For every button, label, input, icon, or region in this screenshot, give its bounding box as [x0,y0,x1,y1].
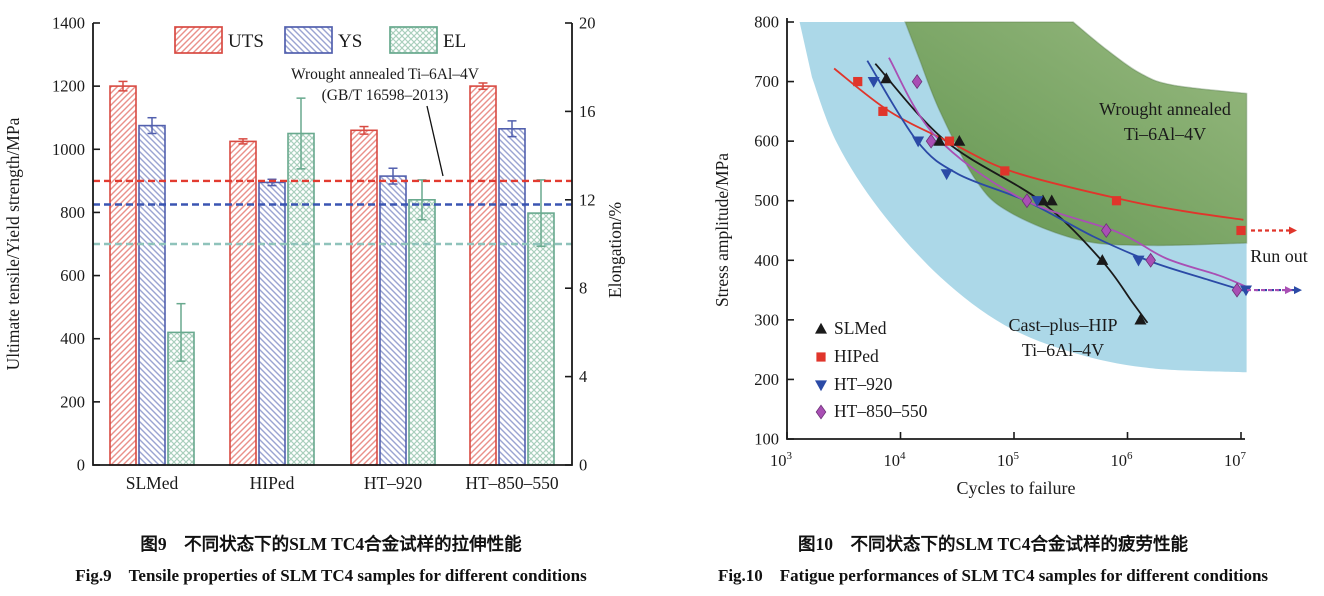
right-axis-tick: 20 [579,14,596,33]
category-label: HIPed [250,473,295,493]
legend-label: YS [338,31,362,52]
bar-uts-hiped [229,140,257,466]
wrought-annealed-band-label: Wrought annealed Ti–6Al–4V [1099,99,1231,144]
category-label: HT–920 [364,473,423,493]
bar-uts-ht–850–550 [469,85,497,466]
annotation-pointer-line [426,105,444,177]
band-label: Cast–plus–HIP [1008,315,1117,335]
bar-ys-hiped [258,181,286,466]
left-axis-tick: 1400 [52,14,85,33]
right-axis-title: Elongation/% [605,202,625,298]
category-label: HT–850–550 [465,473,559,493]
runout-markers: Run out [1231,225,1308,298]
legend-label: HIPed [834,346,879,366]
legend-label: EL [443,31,466,52]
right-axis-tick: 12 [579,190,596,209]
bars-group [109,80,555,466]
annotation-line2: (GB/T 16598–2013) [322,87,449,104]
wrought-annealed-band [904,21,1248,247]
annotation-line1: Wrought annealed Ti–6Al–4V [291,66,480,83]
band-label: Wrought annealed [1099,99,1231,119]
x-axis-tick: 105 [997,450,1020,470]
left-axis-tick: 200 [60,392,85,411]
y-axis-title: Stress amplitude/MPa [712,153,732,307]
legend: UTS YS EL [174,26,466,54]
error-bar [118,80,128,92]
annotation: Wrought annealed Ti–6Al–4V (GB/T 16598–20… [291,66,480,177]
error-bar [147,116,157,135]
right-axis-tick: 4 [579,367,587,386]
error-bar [359,125,369,135]
left-axis-tick: 400 [60,329,85,348]
legend-label: SLMed [834,318,887,338]
tensile-bar-chart: 0 200 400 600 800 1000 1200 1400 0 4 8 12 16 20 SLMed H… [3,14,625,494]
bar-ys-ht–920 [379,175,407,466]
y-axis-tick: 200 [754,370,779,389]
y-axis-tick: 800 [754,13,779,32]
band-label: Ti–6Al–4V [1022,340,1104,360]
x-axis-tick: 103 [770,450,793,470]
bar-ys-slmed [138,124,166,466]
legend-swatch-EL [389,26,438,54]
scatter-bands: Cast–plus–HIP Ti–6Al–4V Wrought annealed Ti… [799,21,1248,373]
series-HIPed [853,76,1122,206]
trend-HIPed [833,67,1244,221]
error-bar [478,82,488,91]
legend-label: UTS [228,31,264,52]
legend: SLMed HIPed HT–920 HT–850–550 [815,318,928,421]
band-label: Ti–6Al–4V [1124,124,1206,144]
reference-lines [93,179,572,246]
legend-label: HT–920 [834,374,893,394]
legend-label: HT–850–550 [834,401,928,421]
bar-ys-ht–850–550 [498,128,526,466]
legend-swatch-UTS [174,26,223,54]
x-axis-tick: 107 [1224,450,1247,470]
figure10-panel: Cast–plus–HIP Ti–6Al–4V Wrought annealed Ti… [662,0,1324,596]
figure9-caption-en: Fig.9 Tensile properties of SLM TC4 samp… [75,566,587,585]
left-axis-tick: 600 [60,266,85,285]
error-bar [296,97,306,170]
x-axis-tick: 104 [884,450,907,470]
axes: 0 200 400 600 800 1000 1200 1400 0 4 8 12 16 20 SLMed H… [3,14,625,494]
x-axis-title: Cycles to failure [957,478,1076,498]
right-axis-tick: 0 [579,456,587,475]
series-SLMed [880,72,1147,325]
runout-label: Run out [1250,246,1308,266]
data-points [853,72,1156,325]
left-axis-tick: 1000 [52,140,85,159]
error-bar [238,138,248,145]
right-axis-tick: 16 [579,102,596,121]
left-axis-tick: 1200 [52,77,85,96]
trend-HT–850–550 [888,57,1247,288]
left-axis-title: Ultimate tensile/Yield strength/MPa [3,117,23,370]
bar-uts-slmed [109,85,137,466]
figure10-caption-en: Fig.10 Fatigue performances of SLM TC4 s… [717,566,1269,585]
figure9-panel: 0 200 400 600 800 1000 1200 1400 0 4 8 12 16 20 SLMed H… [3,14,625,586]
left-axis-tick: 0 [77,456,85,475]
bar-el-ht–920 [408,199,436,466]
left-axis-tick: 800 [60,203,85,222]
y-axis-tick: 500 [754,191,779,210]
figure9-caption-cn: 图9 不同状态下的SLM TC4合金试样的拉伸性能 [140,534,522,554]
error-bar [176,302,186,362]
right-axis-tick: 8 [579,279,587,298]
y-axis-tick: 300 [754,310,779,329]
error-bar [507,120,517,138]
y-axis-tick: 600 [754,132,779,151]
category-label: SLMed [126,473,179,493]
x-axis-tick: 106 [1111,450,1134,470]
y-axis-tick: 400 [754,251,779,270]
series-HT–920 [867,76,1145,267]
bar-el-hiped [287,132,315,466]
bar-el-ht–850–550 [527,212,555,466]
figure10-caption-cn: 图10 不同状态下的SLM TC4合金试样的疲劳性能 [797,534,1189,554]
fatigue-sn-chart: Cast–plus–HIP Ti–6Al–4V Wrought annealed Ti… [712,13,1308,499]
y-axis-tick: 700 [754,72,779,91]
y-axis-tick: 100 [754,430,779,449]
cast-plus-hip-band-label: Cast–plus–HIP Ti–6Al–4V [1008,315,1117,360]
series-HT–850–550 [911,74,1156,268]
legend-swatch-YS [284,26,333,54]
